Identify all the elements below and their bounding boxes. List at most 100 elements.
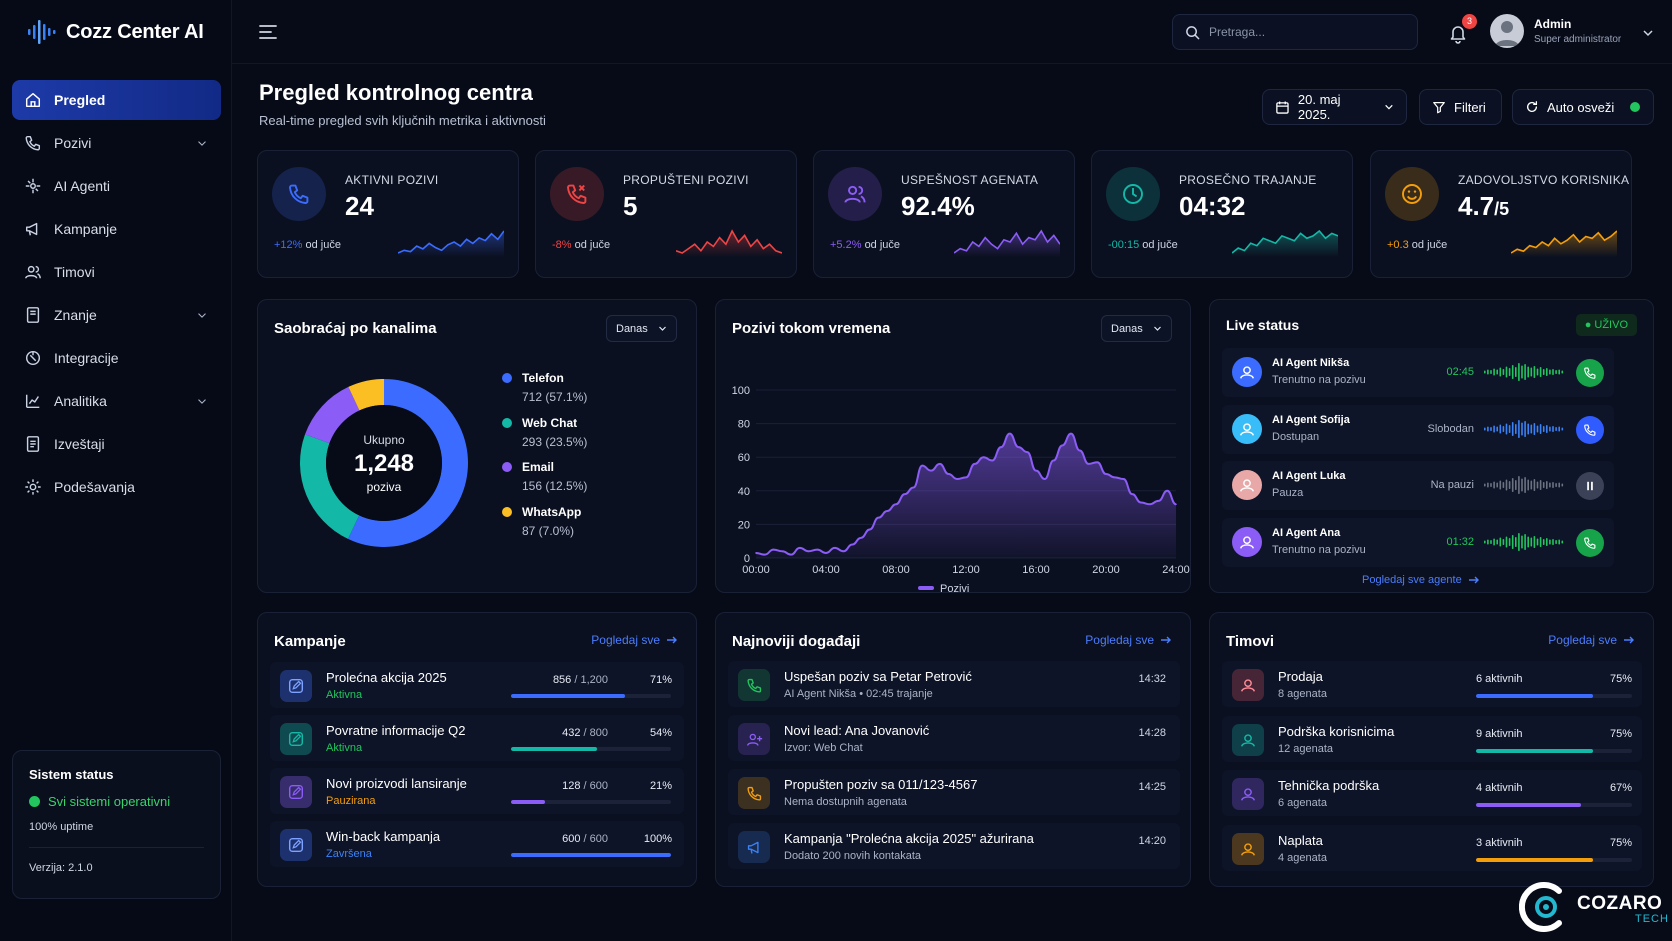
agent-row[interactable]: AI Agent Sofija Dostupan Slobodan — [1222, 404, 1614, 454]
waveform-icon — [1484, 532, 1564, 551]
agent-action-button[interactable] — [1576, 359, 1604, 387]
event-row[interactable]: Uspešan poziv sa Petar Petrović AI Agent … — [728, 661, 1180, 707]
data-point — [763, 553, 766, 556]
agent-action-button[interactable] — [1576, 472, 1604, 500]
calls-area-chart: 0 20 40 60 80 100 00:00 04:00 08:00 12:00 16:00 20:… — [732, 385, 1190, 594]
sparkline-line — [1232, 229, 1338, 254]
auto-refresh-button[interactable]: Auto osveži — [1512, 89, 1654, 125]
sidebar-item-analitika[interactable]: Analitika — [12, 381, 221, 421]
sidebar-item-izve-taji[interactable]: Izveštaji — [12, 424, 221, 464]
kpi-value-suffix: /5 — [1494, 199, 1510, 219]
teams-view-all-link[interactable]: Pogledaj sve — [1548, 633, 1635, 647]
view-all-agents-link[interactable]: Pogledaj sve agente — [1362, 574, 1480, 586]
data-point — [781, 550, 784, 553]
waveform-icon — [1484, 419, 1564, 438]
sidebar-item-integracije[interactable]: Integracije — [12, 338, 221, 378]
campaign-count: 432 / 800 — [562, 727, 608, 739]
notification-badge: 3 — [1462, 14, 1477, 29]
data-point — [1035, 469, 1037, 472]
kpi-label: ZADOVOLJSTVO KORISNIKA — [1458, 173, 1630, 187]
filters-button[interactable]: Filteri — [1419, 89, 1502, 125]
event-subtitle: Nema dostupnih agenata — [784, 796, 907, 808]
x-tick-label: 04:00 — [812, 564, 840, 576]
x-tick-label: 08:00 — [882, 564, 910, 576]
search-box[interactable] — [1172, 14, 1418, 50]
chevron-down-icon — [198, 313, 206, 318]
chevron-down-icon[interactable] — [1642, 27, 1654, 39]
campaign-row[interactable]: Novi proizvodi lansiranje Pauzirana 128 / … — [270, 768, 684, 814]
sidebar-item-label: AI Agenti — [54, 178, 111, 194]
cozaro-logo-icon — [1519, 882, 1562, 932]
team-progress-fill — [1476, 748, 1593, 753]
legend-item: Email 156 (12.5%) — [502, 460, 587, 493]
calls-period-dropdown[interactable]: Danas — [1101, 315, 1172, 342]
pause-icon — [1587, 481, 1593, 491]
user-menu[interactable]: Admin Super administrator — [1490, 14, 1621, 48]
kpi-value: 92.4% — [901, 191, 975, 222]
search-input[interactable] — [1209, 25, 1389, 39]
events-view-all-link[interactable]: Pogledaj sve — [1085, 633, 1172, 647]
event-subtitle: AI Agent Nikša • 02:45 trajanje — [784, 688, 933, 700]
team-row[interactable]: Naplata 4 agenata 3 aktivnih 75% — [1222, 824, 1642, 871]
team-icon-badge — [1232, 778, 1264, 810]
agent-time: 02:45 — [1446, 366, 1474, 378]
event-row[interactable]: Kampanja "Prolećna akcija 2025" ažuriran… — [728, 823, 1180, 869]
event-time: 14:28 — [1138, 727, 1166, 739]
campaign-edit-icon — [288, 784, 304, 800]
data-point — [947, 473, 950, 475]
kpi-icon-badge — [1106, 167, 1160, 221]
campaign-row[interactable]: Win-back kampanja Završena 600 / 600 100% — [270, 821, 684, 867]
campaign-name: Povratne informacije Q2 — [326, 723, 466, 738]
campaign-name: Prolećna akcija 2025 — [326, 670, 447, 685]
agent-row[interactable]: AI Agent Nikša Trenutno na pozivu 02:45 — [1222, 348, 1614, 397]
agent-action-button[interactable] — [1576, 415, 1604, 444]
x-tick-label: 20:00 — [1092, 564, 1120, 576]
menu-icon[interactable] — [258, 23, 278, 41]
team-row[interactable]: Prodaja 8 agenata 6 aktivnih 75% — [1222, 661, 1642, 707]
data-point — [982, 456, 985, 458]
data-point — [1026, 451, 1029, 453]
sidebar-item-ai-agenti[interactable]: AI Agenti — [12, 166, 221, 206]
event-icon-badge — [738, 831, 770, 863]
donut-slice-telefon — [347, 379, 468, 547]
status-dot-icon — [29, 796, 40, 807]
sidebar-item-timovi[interactable]: Timovi — [12, 252, 221, 292]
sidebar-item-kampanje[interactable]: Kampanje — [12, 209, 221, 249]
event-row[interactable]: Novi lead: Ana Jovanović Izvor: Web Chat 1… — [728, 715, 1180, 761]
campaign-edit-icon — [288, 837, 304, 853]
sidebar-item-pozivi[interactable]: Pozivi — [12, 123, 221, 163]
data-point — [973, 463, 976, 465]
system-uptime: 100% uptime — [29, 821, 204, 848]
campaigns-view-all-link[interactable]: Pogledaj sve — [591, 633, 678, 647]
bell-icon[interactable] — [1447, 22, 1469, 44]
legend-value: 293 (23.5%) — [522, 434, 588, 449]
team-row[interactable]: Tehnička podrška 6 agenata 4 aktivnih 67% — [1222, 770, 1642, 816]
agent-action-button[interactable] — [1576, 528, 1604, 557]
calls-chart-card: Pozivi tokom vremena Danas 0 20 40 60 80 100 0… — [715, 299, 1191, 594]
arrow-right-icon — [1624, 636, 1634, 644]
sidebar-item-pregled[interactable]: Pregled — [12, 80, 221, 120]
sidebar-item-pode-avanja[interactable]: Podešavanja — [12, 467, 221, 507]
event-row[interactable]: Propušten poziv sa 011/123-4567 Nema dost… — [728, 769, 1180, 815]
kpi-value-number: 4.7 — [1458, 191, 1495, 221]
team-row[interactable]: Podrška korisnicima 12 agenata 9 aktivnih 7… — [1222, 715, 1642, 762]
search-icon — [1186, 25, 1200, 39]
campaign-row[interactable]: Prolećna akcija 2025 Aktivna 856 / 1,200 71… — [270, 662, 684, 708]
date-picker-button[interactable]: 20. maj 2025. — [1262, 89, 1407, 125]
app-logo[interactable]: Cozz Center AI — [26, 18, 204, 46]
sparkline-line — [398, 230, 504, 254]
data-point — [816, 548, 819, 551]
campaign-row[interactable]: Povratne informacije Q2 Aktivna 432 / 800 5… — [270, 715, 684, 761]
agent-row[interactable]: AI Agent Luka Pauza Na pauzi — [1222, 461, 1614, 510]
sparkline-line — [1511, 230, 1617, 254]
sidebar-item-znanje[interactable]: Znanje — [12, 295, 221, 335]
data-point — [868, 528, 871, 531]
legend-name: Telefon — [522, 371, 564, 385]
data-point — [1131, 493, 1134, 495]
agent-row[interactable]: AI Agent Ana Trenutno na pozivu 01:32 — [1222, 517, 1614, 567]
kpi-change: +5.2% od juče — [830, 239, 900, 251]
users-icon — [25, 265, 41, 279]
data-point — [956, 478, 959, 480]
campaign-count-value: 128 — [562, 780, 581, 792]
traffic-period-dropdown[interactable]: Danas — [606, 315, 677, 342]
